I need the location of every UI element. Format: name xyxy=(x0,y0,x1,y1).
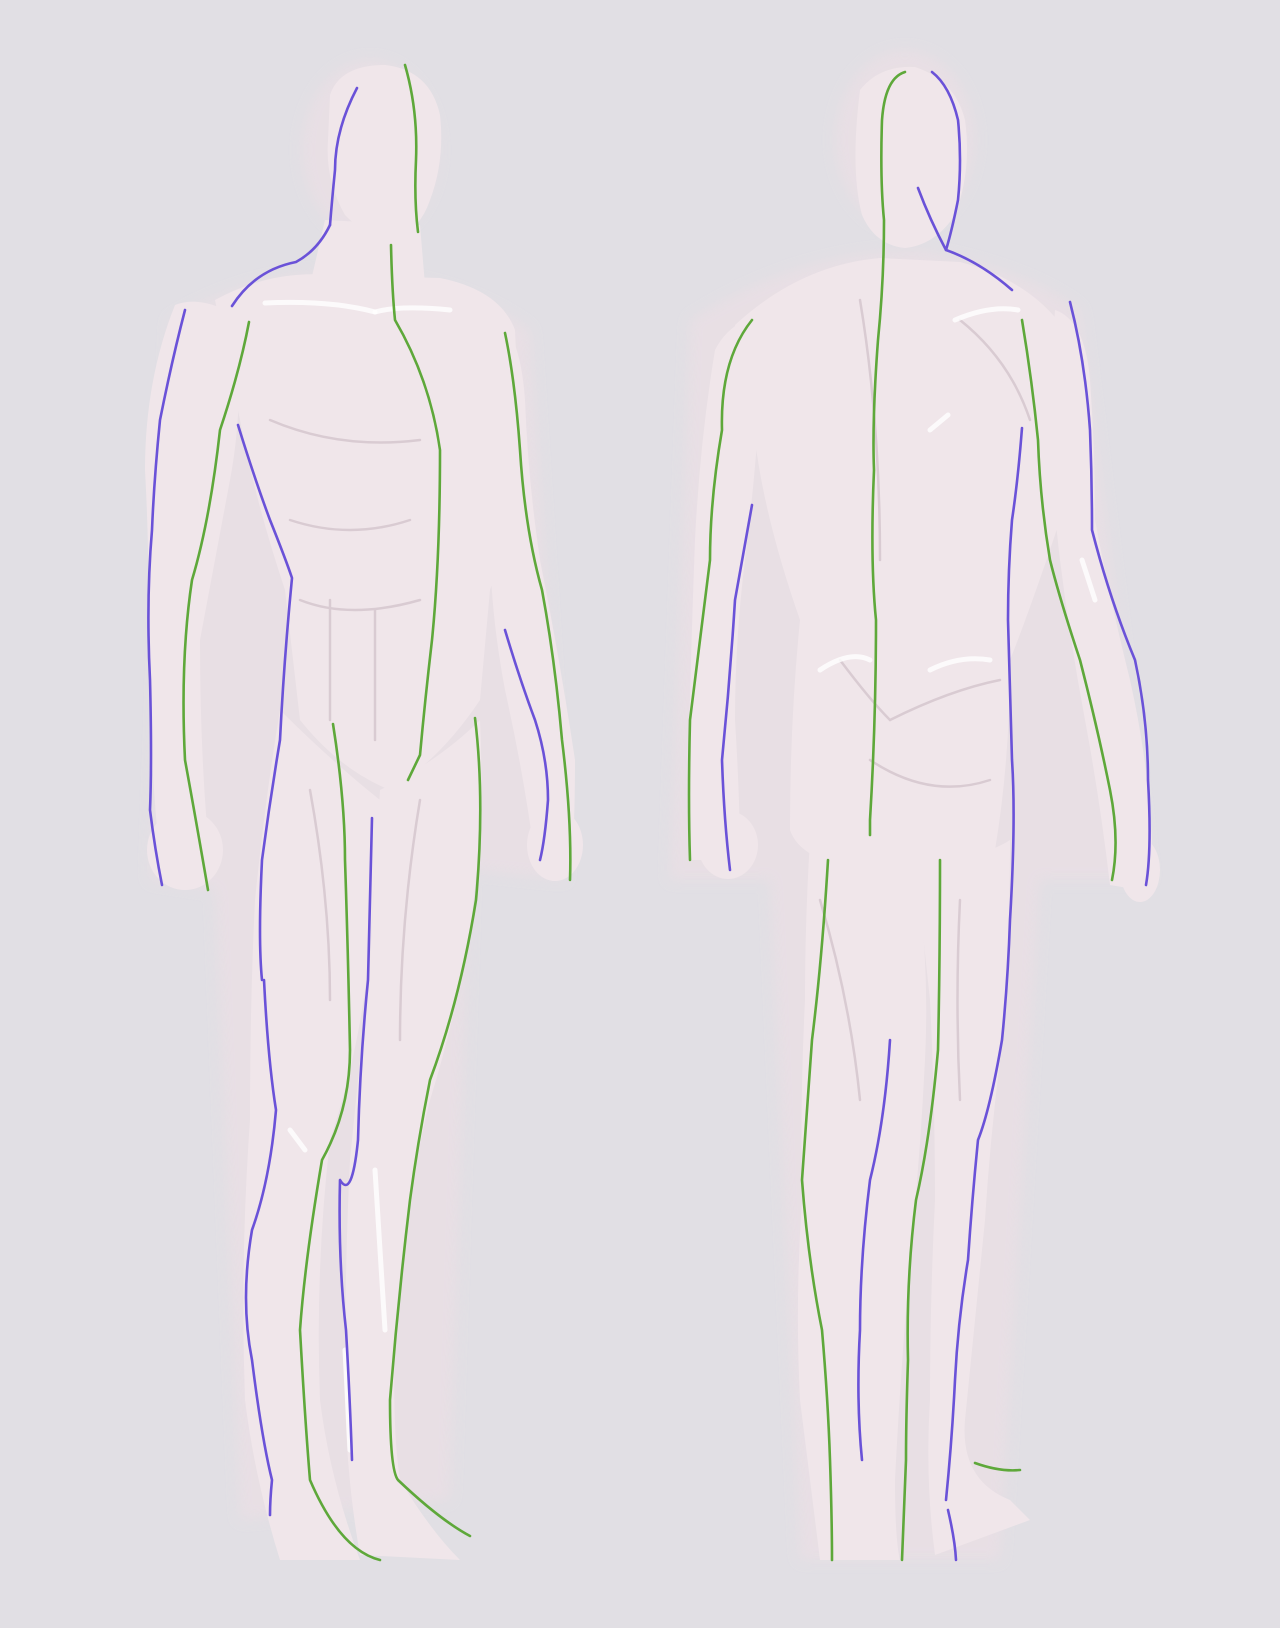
front-head xyxy=(327,65,442,238)
front-green-head-contour xyxy=(403,63,420,234)
front-blue-shoulder-contour xyxy=(230,223,332,308)
front-body-silhouette xyxy=(145,60,583,1560)
back-blue-right-arm-contour xyxy=(1068,300,1151,887)
back-leg-left xyxy=(797,840,927,1560)
front-green-left-arm-contour xyxy=(182,320,251,892)
back-arm-left xyxy=(687,320,760,860)
back-contour-lines-green xyxy=(687,70,1117,1562)
back-blue-neck-contour xyxy=(916,186,1014,292)
back-blue-ankle-contour xyxy=(946,1508,958,1562)
front-blue-right-forearm-contour xyxy=(503,628,550,862)
front-blue-inner-leg-contour xyxy=(338,816,374,1462)
front-arm-right xyxy=(488,320,575,860)
back-green-spine-contour xyxy=(868,70,907,837)
back-torso xyxy=(735,258,1072,873)
front-blue-left-arm-contour xyxy=(147,308,187,887)
front-green-right-arm-contour xyxy=(503,331,572,882)
back-blue-right-torso-contour xyxy=(944,426,1024,1502)
front-blue-head-contour xyxy=(328,86,359,227)
front-green-left-leg-contour xyxy=(298,722,382,1562)
front-leg-right xyxy=(345,720,482,1560)
back-blue-left-forearm-contour xyxy=(720,503,754,872)
front-green-right-leg-contour xyxy=(388,716,482,1538)
front-figure xyxy=(145,60,583,1562)
front-blue-left-torso-contour xyxy=(236,423,294,982)
back-arm-right xyxy=(1049,310,1152,890)
back-green-left-arm-contour xyxy=(687,318,754,862)
back-body-silhouette xyxy=(670,50,1160,1560)
back-green-left-leg-contour xyxy=(800,858,834,1562)
back-contour-lines-blue xyxy=(720,70,1151,1562)
back-blue-head-contour xyxy=(930,70,962,252)
front-torso xyxy=(215,274,520,790)
back-green-foot-contour xyxy=(973,1461,1022,1472)
back-blue-inner-leg-contour xyxy=(857,1038,892,1462)
back-green-right-arm-contour xyxy=(1020,318,1117,882)
back-green-right-leg-contour xyxy=(900,858,942,1562)
front-blue-left-leg-contour xyxy=(244,978,278,1517)
back-figure xyxy=(670,50,1160,1562)
front-green-sternum-contour xyxy=(389,243,442,782)
front-contour-lines-blue xyxy=(147,86,550,1517)
front-contour-lines-green xyxy=(182,63,572,1562)
